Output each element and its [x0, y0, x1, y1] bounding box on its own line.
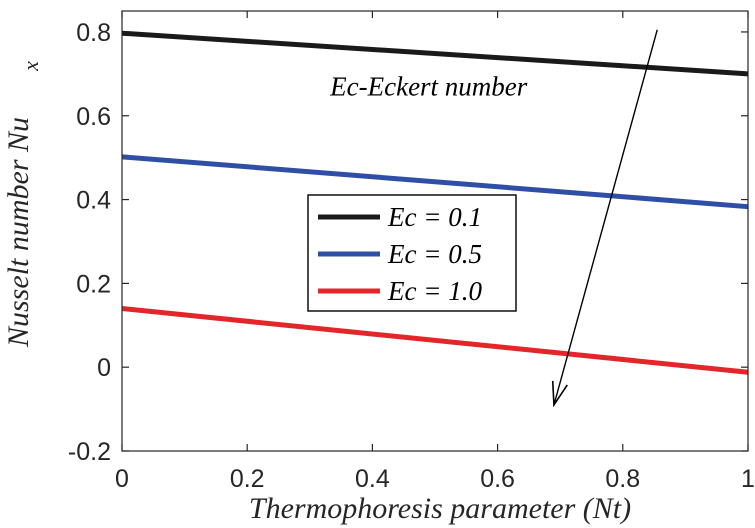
y-tick-label: 0.8	[76, 19, 111, 47]
x-tick-label: 0.6	[480, 465, 515, 493]
plot-area-frame	[121, 10, 749, 452]
trend-arrow	[551, 29, 658, 408]
x-tick-label: 0.2	[230, 465, 265, 493]
y-tick-label: 0.2	[76, 270, 111, 298]
y-tick-label: 0.4	[76, 187, 111, 215]
y-axis-title: Nusselt number Nu	[2, 117, 35, 348]
legend-label: Ec = 1.0	[387, 276, 482, 306]
x-tick-label: 0.4	[355, 465, 390, 493]
x-tick-label: 0.8	[605, 465, 640, 493]
x-tick-label: 1	[741, 465, 755, 493]
arrow-shaft	[553, 29, 658, 406]
x-axis-tick-labels: 0 0.2 0.4 0.6 0.8 1	[115, 465, 755, 493]
arrow-head	[551, 380, 568, 408]
y-tick-label: 0	[97, 354, 111, 382]
y-axis-title-subscript: x	[18, 61, 43, 72]
y-tick-label: 0.6	[76, 103, 111, 131]
series-line-ec-0-1	[121, 30, 749, 77]
legend-label: Ec = 0.5	[387, 239, 482, 269]
legend-label: Ec = 0.1	[387, 202, 482, 232]
legend: Ec = 0.1 Ec = 0.5 Ec = 1.0	[307, 194, 517, 312]
x-tick-label: 0	[115, 465, 129, 493]
x-axis-title: Thermophoresis parameter (Nt)	[249, 492, 631, 525]
series-line-ec-0-5	[121, 154, 749, 210]
y-axis-tick-labels: -0.2 0 0.2 0.4 0.6 0.8	[68, 19, 111, 466]
series-lines	[121, 30, 749, 375]
series-line-ec-1-0	[121, 306, 749, 375]
y-tick-label: -0.2	[68, 438, 111, 466]
annotation-ec-eckert-number: Ec-Eckert number	[329, 71, 528, 101]
